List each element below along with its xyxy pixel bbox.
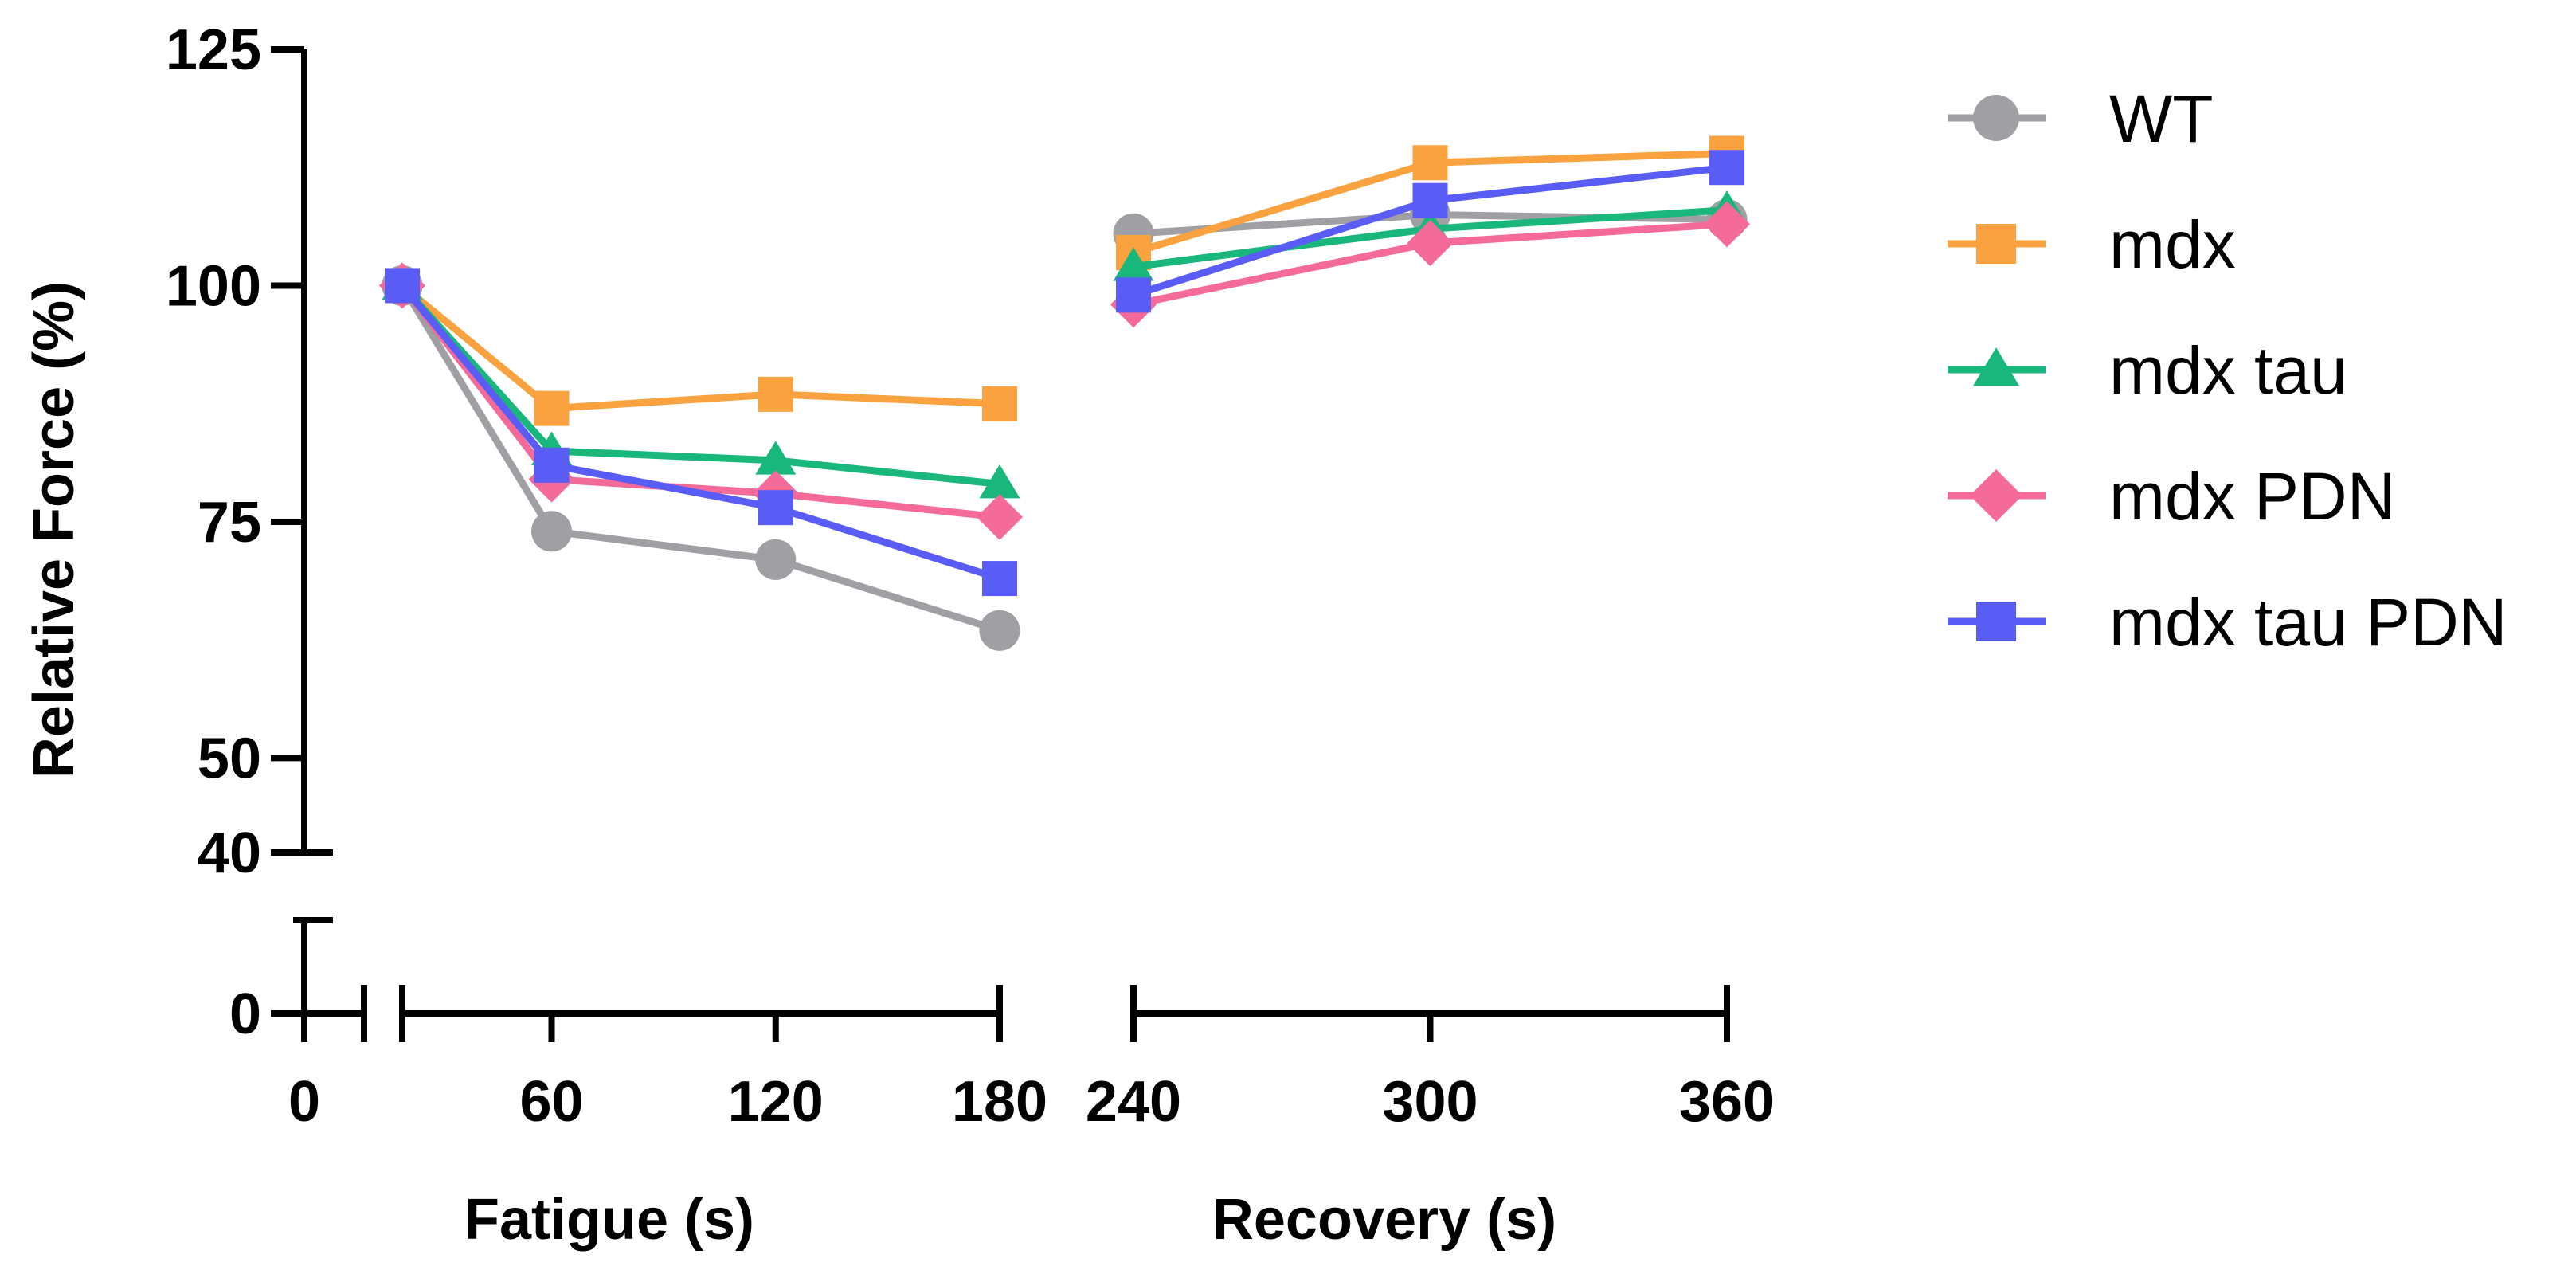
legend-item-wt: WT: [1948, 81, 2214, 156]
series-line-fatigue-wt: [399, 284, 1001, 634]
data-point-mdx-tau-pdn-1: [534, 447, 570, 483]
legend-label-mdx-pdn: mdx PDN: [2109, 459, 2395, 534]
series-line-fatigue-mdx-tau-pdn: [399, 283, 1001, 582]
legend-label-wt: WT: [2109, 81, 2214, 156]
y-axis: [293, 49, 333, 1013]
x-tick-label-120: 120: [728, 1070, 824, 1134]
x-tick-label-60: 60: [519, 1070, 583, 1134]
legend-marker-mdx-pdn: [1970, 469, 2022, 522]
legend-label-mdx: mdx: [2109, 207, 2236, 282]
legend: WT mdx mdx tau mdx PDN mdx tau PDN: [1948, 81, 2507, 660]
data-point-mdx-pdn-3: [976, 493, 1024, 541]
data-point-mdx-tau-3: [979, 464, 1020, 499]
legend-marker-mdx-tau-pdn: [1976, 602, 2016, 641]
data-point-mdx-tau-pdn-5: [1412, 182, 1448, 218]
y-axis-title-text: Relative Force (%): [22, 281, 86, 778]
x-tick-label-180: 180: [952, 1070, 1047, 1134]
series-mdx: [385, 135, 1744, 426]
data-point-mdx-3: [982, 386, 1017, 421]
data-point-mdx-tau-pdn-6: [1709, 150, 1744, 186]
x-axis-fatigue: 60 120 180 Fatigue (s): [399, 985, 1047, 1252]
y-tick-label-100: 100: [166, 254, 261, 318]
x-tick-label-origin: 0: [288, 1070, 320, 1134]
legend-label-mdx-tau: mdx tau: [2109, 333, 2347, 408]
x-axis-title-fatigue: Fatigue (s): [464, 1188, 754, 1252]
x-tick-label-360: 360: [1679, 1070, 1775, 1134]
legend-item-mdx: mdx: [1948, 207, 2236, 282]
data-point-mdx-tau-pdn-4: [1116, 277, 1151, 313]
series-group: [378, 135, 1751, 651]
legend-marker-wt: [1973, 95, 2019, 141]
data-point-mdx-5: [1412, 145, 1448, 181]
data-point-wt-2: [755, 539, 797, 580]
data-point-mdx-pdn-5: [1407, 220, 1454, 267]
x-axis-title-recovery: Recovery (s): [1212, 1188, 1556, 1252]
data-point-mdx-tau-pdn-0: [385, 268, 420, 304]
data-point-mdx-pdn-6: [1703, 201, 1751, 248]
legend-marker-mdx: [1976, 224, 2016, 264]
legend-label-mdx-tau-pdn: mdx tau PDN: [2109, 585, 2507, 660]
series-mdx-pdn: [378, 201, 1751, 541]
legend-item-mdx-tau-pdn: mdx tau PDN: [1948, 585, 2507, 660]
y-tick-label-125: 125: [166, 18, 261, 82]
legend-item-mdx-pdn: mdx PDN: [1948, 459, 2395, 534]
data-point-mdx-tau-4: [1113, 247, 1154, 281]
y-tick-label-0: 0: [229, 982, 261, 1046]
y-axis-title: Relative Force (%): [22, 281, 86, 778]
legend-item-mdx-tau: mdx tau: [1948, 333, 2347, 408]
x-tick-label-300: 300: [1382, 1070, 1478, 1134]
data-point-wt-3: [979, 610, 1020, 651]
y-tick-label-75: 75: [198, 491, 261, 555]
y-tick-label-40: 40: [198, 821, 261, 885]
data-point-mdx-tau-pdn-2: [758, 490, 793, 526]
series-wt: [382, 194, 1748, 651]
data-point-wt-1: [530, 511, 573, 552]
legend-marker-mdx-tau: [1973, 347, 2019, 386]
data-point-mdx-tau-pdn-3: [982, 561, 1017, 597]
data-point-mdx-2: [758, 376, 793, 412]
series-mdx-tau-pdn: [385, 150, 1744, 597]
x-axis-recovery: 240 300 360 Recovery (s): [1086, 985, 1775, 1252]
data-point-mdx-tau-2: [755, 441, 797, 475]
series-line-fatigue-mdx-tau: [399, 283, 1000, 488]
x-axes: 0 60 120 180 Fatigue (s) 240 300 360 Recovery (s…: [288, 985, 1775, 1252]
x-tick-label-240: 240: [1086, 1070, 1181, 1134]
y-tick-label-50: 50: [198, 727, 261, 790]
y-ticks: 125 100 75 50 40 0: [166, 18, 304, 1046]
series-line-fatigue-mdx: [400, 282, 1000, 413]
data-point-mdx-1: [534, 390, 570, 426]
